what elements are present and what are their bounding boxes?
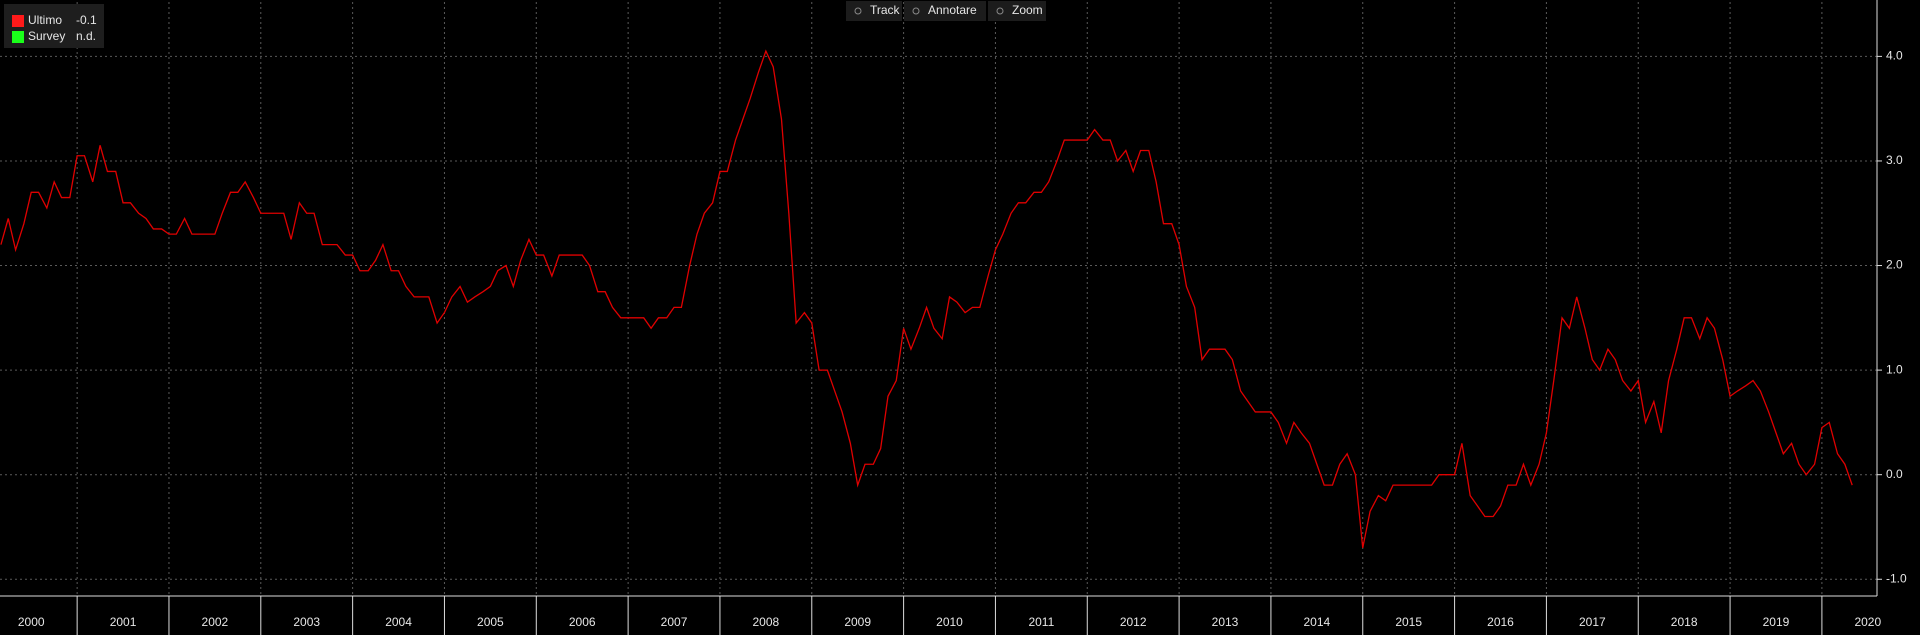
x-tick-label: 2007 [661, 615, 688, 629]
toolbar-label[interactable]: Track [870, 3, 901, 17]
x-tick-label: 2008 [753, 615, 780, 629]
x-tick-label: 2019 [1763, 615, 1790, 629]
y-tick-label: 4.0 [1886, 49, 1903, 63]
x-tick-label: 2012 [1120, 615, 1147, 629]
x-tick-label: 2000 [18, 615, 45, 629]
legend-swatch [12, 31, 24, 43]
legend-value: n.d. [76, 29, 96, 43]
y-tick-label: 0.0 [1886, 467, 1903, 481]
toolbar-button[interactable]: Track [846, 1, 902, 21]
toolbar-button-bg[interactable] [846, 1, 902, 21]
toolbar-label[interactable]: Zoom [1012, 3, 1043, 17]
x-tick-label: 2013 [1212, 615, 1239, 629]
toolbar-icon [912, 7, 920, 15]
x-tick-label: 2014 [1303, 615, 1330, 629]
x-tick-label: 2005 [477, 615, 504, 629]
legend-label: Survey [28, 29, 65, 43]
x-tick-label: 2004 [385, 615, 412, 629]
x-tick-label: 2015 [1395, 615, 1422, 629]
x-tick-label: 2009 [844, 615, 871, 629]
y-tick-label: 1.0 [1886, 362, 1903, 376]
toolbar-button-bg[interactable] [988, 1, 1046, 21]
legend-label: Ultimo [28, 13, 62, 27]
x-tick-label: 2017 [1579, 615, 1606, 629]
x-tick-label: 2020 [1854, 615, 1881, 629]
x-tick-label: 2001 [110, 615, 137, 629]
x-tick-label: 2006 [569, 615, 596, 629]
toolbar-icon [854, 7, 862, 15]
toolbar-icon [996, 7, 1004, 15]
toolbar-button[interactable]: Zoom [988, 1, 1046, 21]
x-tick-label: 2011 [1028, 615, 1054, 629]
legend-value: -0.1 [76, 13, 97, 27]
y-tick-label: 3.0 [1886, 153, 1903, 167]
data-line [0, 49, 1853, 549]
x-tick-label: 2010 [936, 615, 963, 629]
x-tick-label: 2018 [1671, 615, 1698, 629]
legend-swatch [12, 15, 24, 27]
x-tick-label: 2016 [1487, 615, 1514, 629]
y-tick-label: 2.0 [1886, 258, 1903, 272]
toolbar-button-bg[interactable] [904, 1, 986, 21]
x-tick-label: 2002 [202, 615, 229, 629]
toolbar-button[interactable]: Annotare [904, 1, 986, 21]
toolbar-label[interactable]: Annotare [928, 3, 977, 17]
x-tick-label: 2003 [293, 615, 320, 629]
y-tick-label: -1.0 [1886, 571, 1907, 585]
